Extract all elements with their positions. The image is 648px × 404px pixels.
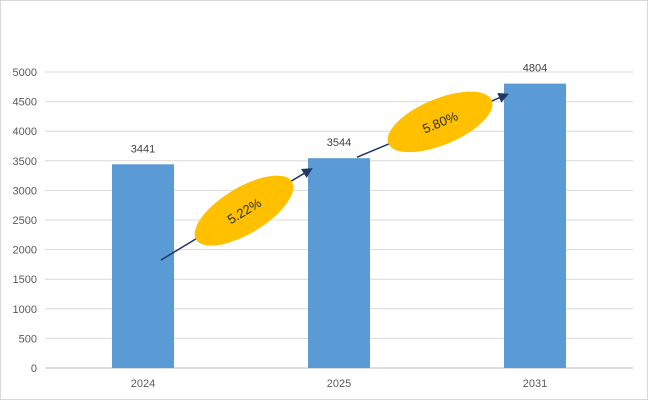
data-label: 3441 [131, 143, 155, 155]
growth-ellipse [194, 175, 294, 246]
y-tick-label: 3000 [13, 185, 37, 197]
x-tick-label: 2031 [523, 378, 547, 390]
data-label: 4804 [523, 63, 547, 75]
y-tick-label: 2500 [13, 215, 37, 227]
y-axis: 0 500 1000 1500 2000 2500 3000 3500 4000 4500 5000 [13, 67, 37, 375]
growth-ellipse [387, 91, 493, 153]
y-tick-label: 0 [31, 363, 37, 375]
data-label: 3544 [327, 137, 351, 149]
growth-annotations: 5.22% 5.80% [160, 91, 509, 261]
bars [112, 83, 566, 368]
growth-bubble: 5.80% [387, 91, 493, 153]
x-axis: 2024 2025 2031 [131, 378, 547, 390]
y-tick-label: 5000 [13, 67, 37, 79]
bar [504, 83, 566, 368]
y-tick-label: 3500 [13, 156, 37, 168]
y-tick-label: 1000 [13, 304, 37, 316]
y-tick-label: 2000 [13, 245, 37, 257]
x-tick-label: 2024 [131, 378, 155, 390]
growth-bubble: 5.22% [194, 175, 294, 246]
bar [112, 164, 174, 368]
y-tick-label: 4000 [13, 126, 37, 138]
y-tick-label: 500 [19, 333, 37, 345]
y-tick-label: 4500 [13, 97, 37, 109]
x-tick-label: 2025 [327, 378, 351, 390]
y-tick-label: 1500 [13, 274, 37, 286]
data-labels: 3441 3544 4804 [131, 63, 547, 156]
bar [308, 158, 370, 368]
